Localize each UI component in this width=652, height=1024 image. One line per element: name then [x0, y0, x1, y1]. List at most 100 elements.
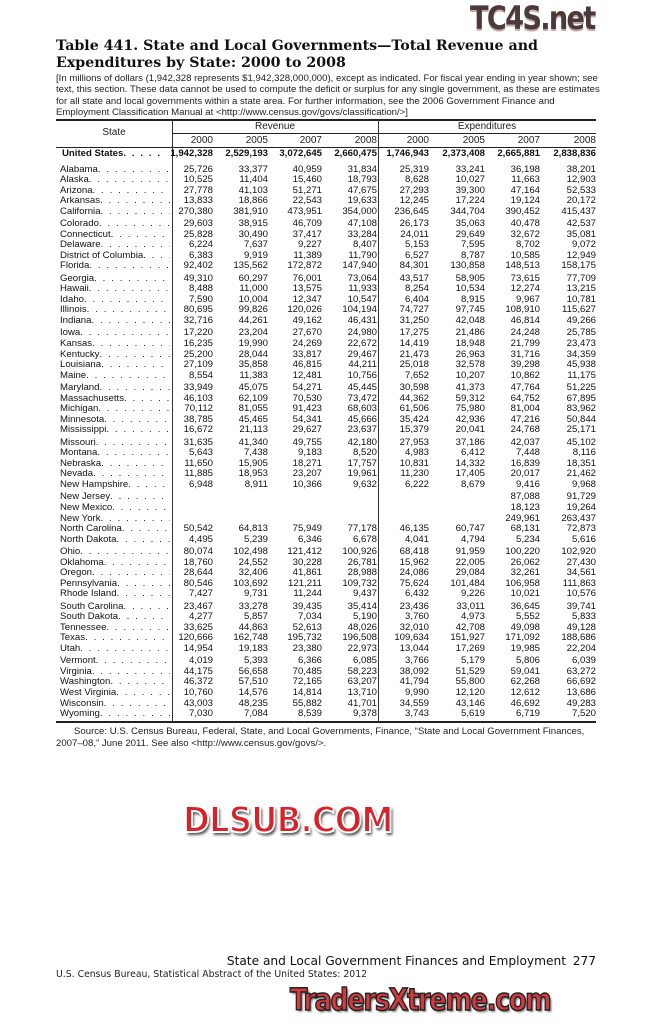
revenue-cell: 6,678 [352, 533, 377, 545]
table-row: Michigan 70,112 81,055 91,423 68,603 61,506 75… [56, 404, 596, 415]
expenditures-cell: 18,123 [510, 501, 540, 513]
table-row: Minnesota 38,785 45,465 54,341 45,666 35,424 4… [56, 413, 596, 426]
expenditures-cell: 12,949 [566, 249, 596, 261]
expenditures-cell: 8,628 [404, 174, 429, 186]
revenue-cell: 32,406 [238, 567, 268, 579]
revenue-cell: 10,366 [292, 478, 322, 490]
revenue-cell: 120,666 [178, 632, 213, 644]
revenue-cell: 11,000 [239, 283, 268, 295]
state-name: Georgia [60, 273, 95, 284]
expenditures-cell: 151,927 [450, 632, 485, 644]
expenditures-cell: 7,652 [404, 369, 429, 381]
revenue-cell: 46,815 [292, 359, 322, 371]
expenditures-cell: 55,800 [455, 676, 485, 688]
header-bottom-rule [56, 147, 596, 148]
revenue-cell: 44,211 [348, 359, 377, 371]
expenditures-cell: 4,041 [404, 533, 429, 545]
state-name: Maine [60, 370, 87, 381]
footer-publication: U.S. Census Bureau, Statistical Abstract… [56, 969, 368, 980]
revenue-cell: 23,637 [347, 424, 377, 436]
revenue-year-header: 2000 [190, 135, 213, 146]
expenditures-cell: 50,844 [566, 413, 596, 425]
state-label: South Carolina [60, 602, 170, 613]
expenditures-cell: 21,799 [510, 338, 540, 349]
expenditures-cell: 75,624 [399, 577, 429, 589]
revenue-cell: 48,026 [347, 621, 377, 633]
expenditures-cell: 4,794 [460, 533, 485, 545]
expenditures-cell: 51,225 [566, 382, 596, 394]
table-row: Massachusetts 46,103 62,109 70,530 73,472 44,… [56, 393, 596, 405]
revenue-cell: 195,732 [287, 632, 322, 644]
revenue-cell: 33,817 [292, 348, 322, 360]
expenditures-cell: 34,359 [566, 348, 596, 360]
expenditures-cell: 10,534 [455, 283, 485, 295]
revenue-cell: 41,861 [292, 567, 322, 579]
expenditures-cell: 3,743 [404, 708, 429, 720]
revenue-cell: 80,695 [183, 304, 213, 316]
state-label: United States [62, 149, 160, 160]
state-label: Mississippi [60, 425, 170, 436]
expenditures-cell: 3,760 [404, 611, 429, 623]
revenue-cell: 48,235 [238, 697, 268, 709]
expenditures-cell: 20,017 [510, 468, 540, 480]
state-label: Nevada [60, 469, 170, 480]
expenditures-year-header: 2000 [406, 135, 429, 146]
state-name: Oklahoma [60, 557, 104, 568]
revenue-cell: 10,756 [347, 369, 377, 381]
state-label: Montana [60, 448, 170, 459]
table-row: Utah 14,954 19,183 23,380 22,973 13,044 17,269… [56, 642, 596, 655]
table-row: District of Columbia 6,383 9,919 11,389 11,7… [56, 249, 596, 262]
revenue-cell: 8,488 [188, 283, 213, 295]
expenditures-cell: 49,098 [510, 621, 540, 633]
state-label: Maine [60, 371, 170, 382]
expenditures-cell: 10,781 [566, 293, 596, 305]
revenue-cell: 50,542 [183, 523, 213, 535]
state-label: Rhode Island [60, 589, 170, 600]
revenue-cell: 68,603 [347, 403, 377, 415]
expenditures-cell: 42,708 [455, 621, 485, 633]
revenue-cell: 80,074 [183, 546, 213, 558]
revenue-cell: 1,942,328 [170, 147, 213, 159]
expenditures-cell: 45,102 [566, 436, 596, 448]
revenue-cell: 58,223 [347, 665, 377, 677]
expenditures-cell: 25,171 [566, 424, 596, 436]
revenue-cell: 25,726 [183, 163, 213, 175]
state-name: Minnesota [60, 414, 105, 425]
revenue-cell: 41,103 [238, 184, 268, 196]
expenditures-cell: 42,537 [566, 218, 596, 230]
revenue-cell: 22,973 [347, 642, 377, 654]
table-row: Montana 5,643 7,438 9,183 8,520 4,983 6,412 7,4… [56, 448, 596, 459]
expenditures-cell: 91,959 [455, 546, 485, 558]
expenditures-cell: 29,649 [455, 228, 485, 240]
state-label: Iowa [60, 328, 170, 339]
revenue-cell: 15,460 [292, 174, 322, 186]
expenditures-cell: 5,153 [404, 239, 429, 251]
revenue-cell: 11,383 [239, 369, 268, 381]
expenditures-cell: 111,863 [562, 577, 596, 589]
revenue-cell: 64,813 [238, 523, 268, 535]
revenue-cell: 17,757 [347, 457, 377, 469]
revenue-cell: 24,980 [347, 327, 377, 339]
table-row: New Jersey 87,088 91,729 [56, 492, 596, 503]
state-label: Washington [60, 677, 170, 688]
revenue-cell: 12,347 [292, 293, 322, 305]
revenue-cell: 270,380 [178, 205, 213, 217]
revenue-cell: 27,109 [183, 359, 213, 371]
expenditures-cell: 6,412 [460, 447, 485, 459]
revenue-cell: 44,261 [238, 315, 268, 326]
expenditures-cell: 5,234 [515, 533, 540, 545]
table-headnote: [In millions of dollars (1,942,328 repre… [56, 73, 600, 118]
expenditures-cell: 15,962 [399, 556, 429, 568]
expenditures-cell: 108,910 [505, 304, 540, 316]
revenue-cell: 5,643 [188, 447, 213, 459]
expenditures-cell: 5,179 [460, 655, 485, 667]
expenditures-cell: 41,794 [399, 676, 429, 688]
expenditures-cell: 5,619 [460, 708, 485, 720]
revenue-cell: 11,790 [348, 249, 377, 261]
expenditures-cell: 100,220 [505, 546, 540, 558]
table-row: Iowa 17,220 23,204 27,670 24,980 17,275 21,486… [56, 328, 596, 339]
revenue-cell: 381,910 [233, 205, 268, 217]
revenue-cell: 44,175 [183, 665, 213, 677]
expenditures-cell: 9,416 [515, 478, 540, 490]
state-name: Missouri [60, 437, 96, 448]
